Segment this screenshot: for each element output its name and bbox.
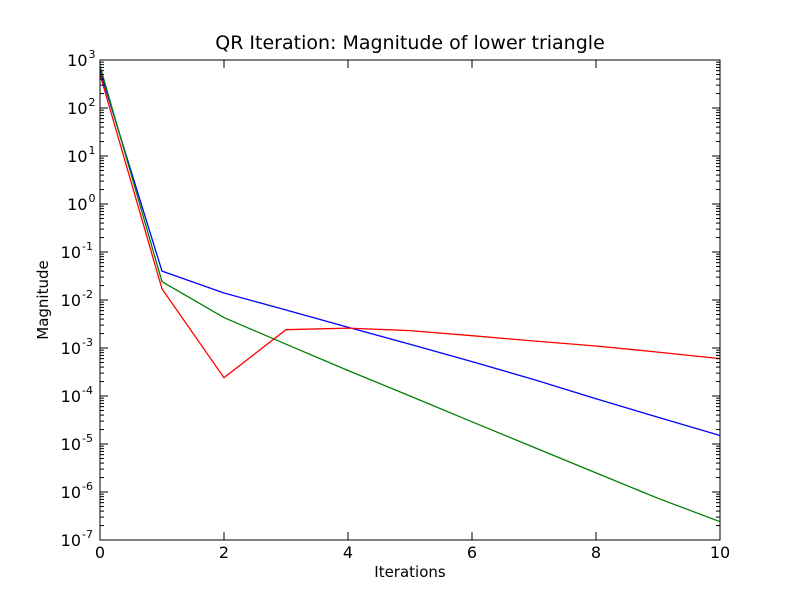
y-tick-exponent: 3 <box>89 48 96 61</box>
y-tick-exponent: -5 <box>82 432 93 445</box>
series-line-3 <box>99 74 721 379</box>
y-tick-label: 10 <box>67 51 87 70</box>
series-layer <box>99 65 721 523</box>
y-tick-exponent: 2 <box>89 96 96 109</box>
y-tick-label: 10 <box>61 387 81 406</box>
y-tick-exponent: -7 <box>82 528 93 541</box>
y-tick-exponent: -2 <box>82 288 93 301</box>
y-tick-label: 10 <box>67 99 87 118</box>
y-tick-exponent: -4 <box>82 384 93 397</box>
y-tick-label: 10 <box>67 147 87 166</box>
x-tick-label: 4 <box>343 543 353 562</box>
y-tick-exponent: -6 <box>82 480 93 493</box>
chart-title: QR Iteration: Magnitude of lower triangl… <box>215 32 605 54</box>
series-line-2 <box>99 65 721 523</box>
y-tick-label: 10 <box>61 483 81 502</box>
x-tick-label: 10 <box>710 543 730 562</box>
x-tick-label: 6 <box>467 543 477 562</box>
y-tick-exponent: 1 <box>89 144 96 157</box>
y-tick-exponent: -1 <box>82 240 93 253</box>
y-tick-label: 10 <box>61 243 81 262</box>
y-tick-label: 10 <box>61 531 81 550</box>
y-tick-label: 10 <box>67 195 87 214</box>
y-tick-exponent: 0 <box>89 192 96 205</box>
x-tick-label: 2 <box>219 543 229 562</box>
y-tick-label: 10 <box>61 435 81 454</box>
series-line-1 <box>99 70 721 437</box>
y-tick-label: 10 <box>61 339 81 358</box>
x-tick-label: 8 <box>591 543 601 562</box>
y-tick-label: 10 <box>61 291 81 310</box>
y-axis-label: Magnitude <box>34 260 52 339</box>
x-tick-label: 0 <box>95 543 105 562</box>
x-axis-label: Iterations <box>374 563 446 581</box>
y-tick-exponent: -3 <box>82 336 93 349</box>
